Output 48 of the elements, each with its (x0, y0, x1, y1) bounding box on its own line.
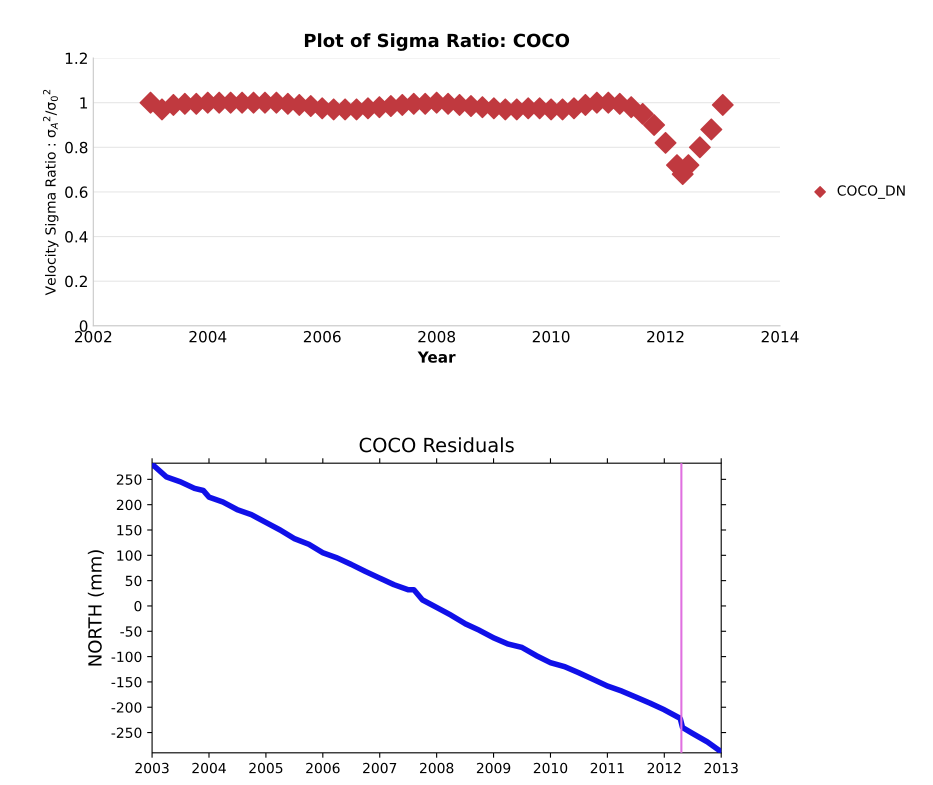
y-tick-label: 1.2 (66, 52, 87, 64)
x-tick-label: 2005 (249, 762, 282, 774)
y-tick-label: 150 (117, 524, 142, 536)
x-axis-title: Year (418, 351, 456, 363)
y-tick-label: -150 (112, 676, 142, 688)
x-tick-label: 2014 (762, 330, 799, 342)
y-tick-label: -250 (112, 728, 142, 738)
chart-title: Plot of Sigma Ratio: COCO (304, 33, 570, 51)
x-tick-label: 2004 (189, 330, 226, 342)
point (700, 118, 722, 140)
y-tick-label: 0 (134, 600, 142, 612)
x-tick-label: 2009 (476, 762, 510, 774)
y-tick-label: -100 (112, 652, 142, 662)
x-tick-label: 2011 (590, 762, 624, 774)
y-axis-title: Velocity Sigma Ratio : σ$_{A}$$^{2}$/σ$_{0}$$^{2}$ (43, 90, 58, 296)
x-tick-label: 2010 (532, 330, 570, 342)
y-tick-label: 0.4 (65, 231, 88, 243)
y-axis-title: NORTH (mm) (88, 550, 104, 666)
chart-title: COCO Residuals (360, 437, 514, 452)
point (712, 94, 734, 116)
x-tick-label: 2012 (648, 762, 681, 774)
y-tick-label: -200 (112, 702, 142, 713)
point (632, 102, 654, 125)
x-tick-label: 2002 (74, 330, 112, 342)
x-tick-label: 2007 (363, 762, 396, 774)
x-tick-label: 2013 (704, 762, 738, 774)
x-tick-label: 2006 (304, 330, 341, 342)
point (688, 136, 711, 158)
y-tick-label: 200 (116, 500, 142, 510)
x-tick-label: 2003 (135, 762, 169, 774)
y-tick-label: 1 (80, 97, 88, 109)
x-tick-label: 2004 (192, 762, 226, 774)
x-tick-label: 2008 (420, 762, 454, 774)
legend-label: COCO_DN (838, 185, 905, 199)
x-tick-label: 2008 (418, 330, 456, 342)
x-tick-label: 2012 (647, 330, 684, 342)
y-tick-label: 0.6 (65, 186, 88, 198)
y-tick-label: -50 (120, 626, 142, 637)
x-tick-label: 2006 (306, 762, 340, 774)
x-tick-label: 2010 (534, 762, 568, 774)
point (643, 114, 666, 136)
y-tick-label: 250 (116, 474, 142, 485)
point (654, 132, 677, 154)
y-tick-label: 0 (80, 320, 88, 332)
y-tick-label: 0.8 (65, 142, 88, 154)
y-tick-label: 0.2 (65, 276, 87, 288)
y-tick-label: 100 (117, 550, 142, 561)
y-tick-label: 50 (126, 576, 142, 586)
